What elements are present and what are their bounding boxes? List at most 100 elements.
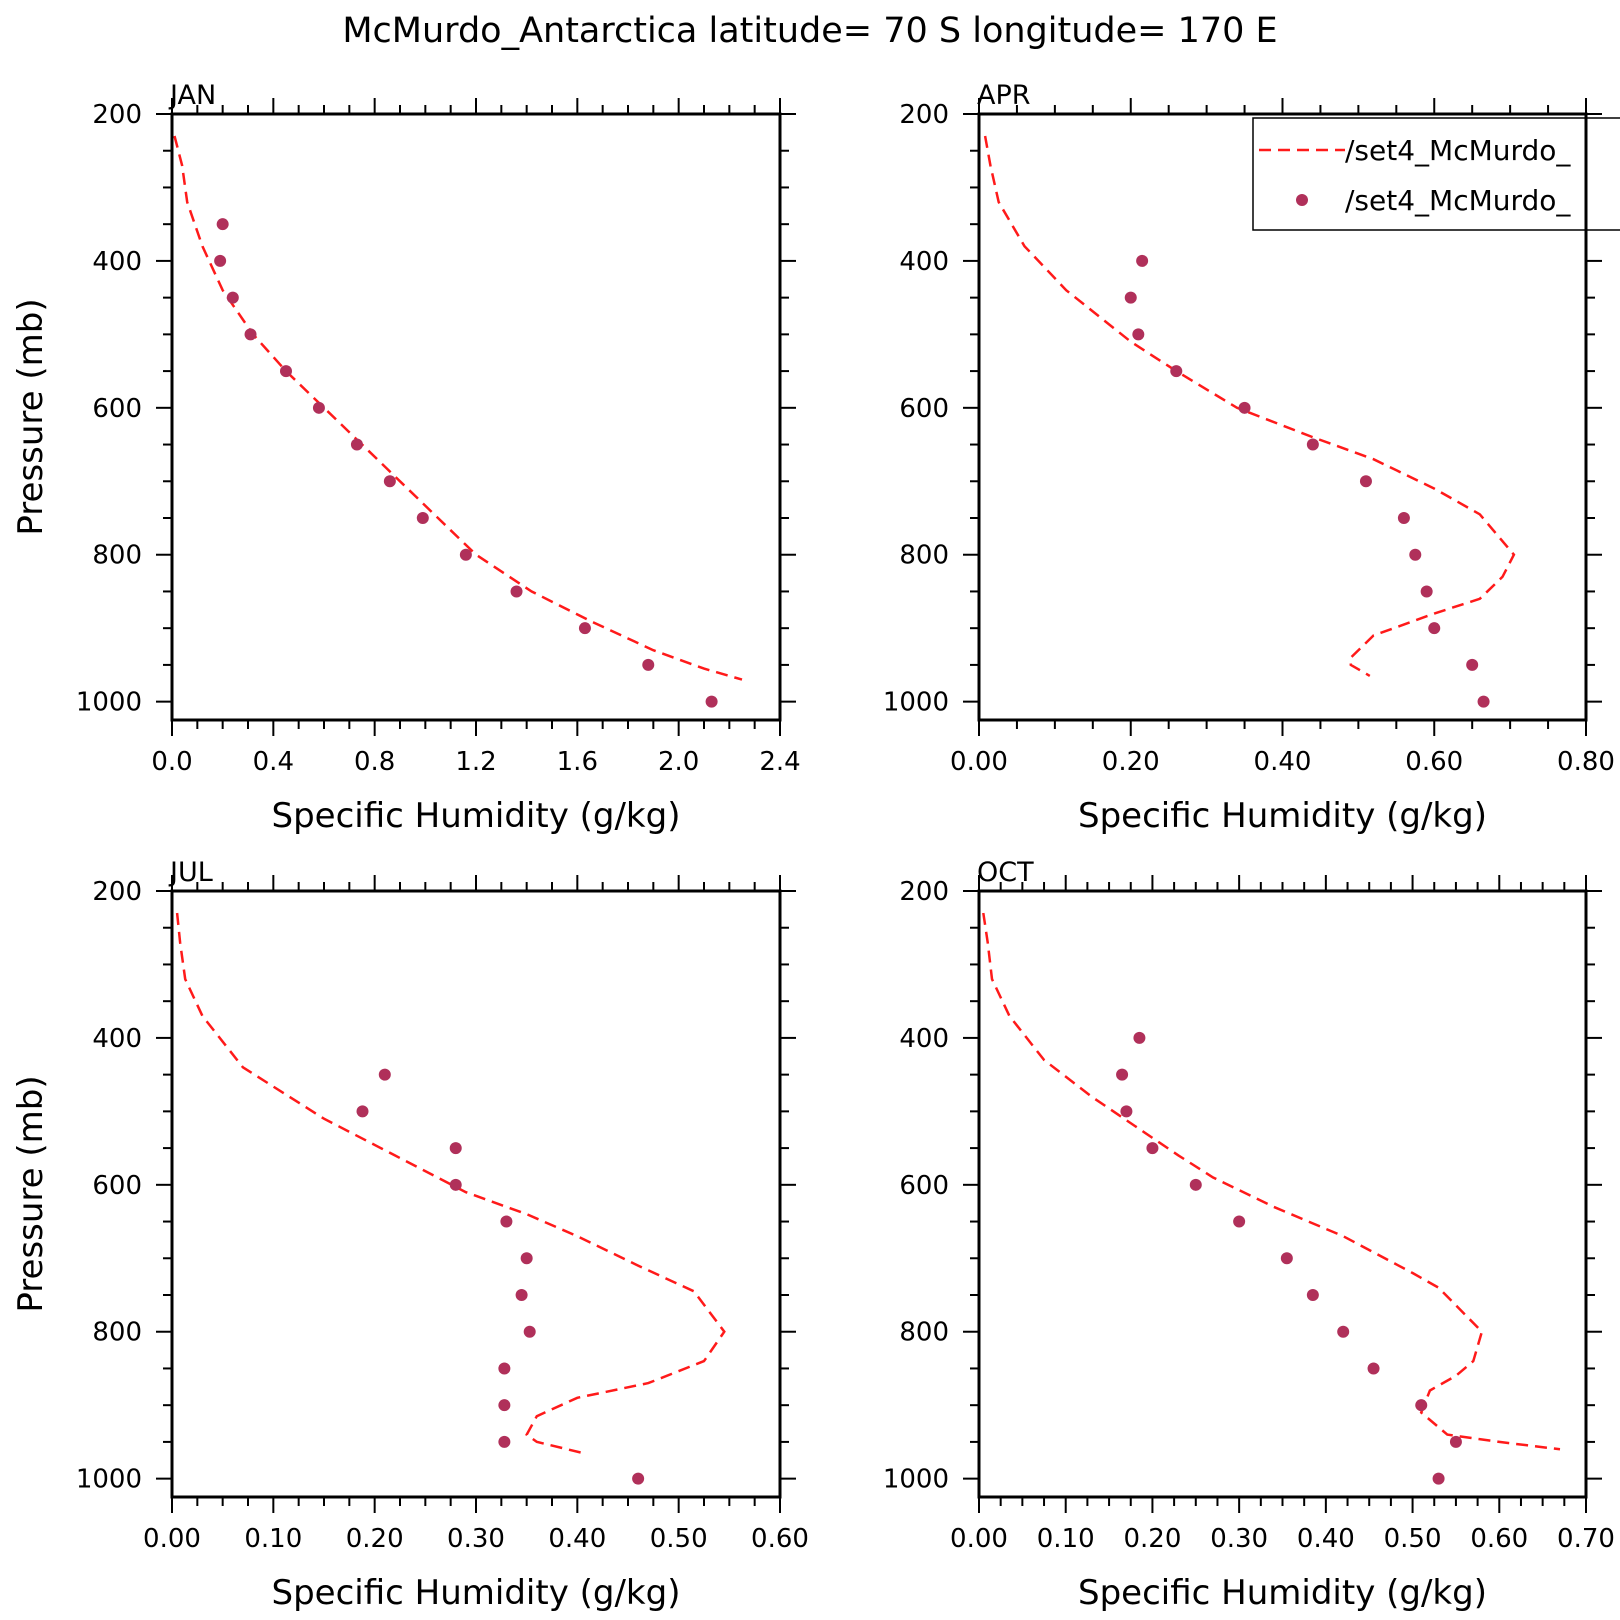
x-tick-label: 0.30	[1210, 1524, 1268, 1554]
x-tick-label: 0.10	[244, 1524, 302, 1554]
y-tick-label: 800	[92, 1318, 142, 1348]
panel-oct: OCT 0.00 0.10 0.20 0.30 0.40 0.50 0.60 0.70 200 40…	[883, 857, 1615, 1613]
plot-frame	[977, 889, 1588, 1499]
observation-point	[1132, 328, 1145, 341]
observation-point	[1337, 1325, 1350, 1338]
observation-point	[1120, 1105, 1133, 1118]
observation-point	[1133, 1031, 1146, 1044]
observation-point	[498, 1362, 511, 1375]
model-profile-line	[173, 135, 743, 681]
y-tick-label: 200	[899, 877, 949, 907]
y-tick-label: 600	[899, 1171, 949, 1201]
observation-point	[1280, 1252, 1293, 1265]
x-tick-label: 0.00	[143, 1524, 201, 1554]
x-tick-label: 0.0	[151, 747, 192, 777]
x-tick-label: 0.60	[1405, 747, 1463, 777]
observation-point	[449, 1142, 462, 1155]
figure-title: McMurdo_Antarctica latitude= 70 S longit…	[342, 11, 1277, 51]
legend-entry-dots: /set4_McMurdo_	[1345, 184, 1571, 217]
x-tick-label: 0.50	[650, 1524, 708, 1554]
y-tick-label: 1000	[883, 688, 949, 718]
y-axis-label: Pressure (mb)	[11, 1075, 51, 1312]
x-tick-label: 0.10	[1037, 1524, 1095, 1554]
legend-entry-line: /set4_McMurdo_	[1345, 134, 1571, 167]
observation-point	[378, 1068, 391, 1081]
observation-point	[1136, 254, 1149, 267]
y-tick-label: 800	[899, 1318, 949, 1348]
y-tick-label: 1000	[883, 1465, 949, 1495]
observation-point	[1170, 365, 1183, 378]
x-tick-label: 0.80	[1557, 747, 1615, 777]
observation-point	[1359, 475, 1372, 488]
observation-point	[244, 328, 257, 341]
panel-label: OCT	[977, 857, 1034, 888]
x-tick-label: 0.40	[548, 1524, 606, 1554]
model-profile-line	[982, 912, 1561, 1451]
observation-point	[1306, 438, 1319, 451]
observation-point	[1233, 1215, 1246, 1228]
observation-point	[1420, 585, 1433, 598]
x-tick-label: 2.4	[759, 747, 800, 777]
y-tick-label: 400	[92, 247, 142, 277]
x-tick-label: 0.00	[950, 1524, 1008, 1554]
observation-point	[1238, 401, 1251, 414]
observation-point	[216, 218, 229, 231]
x-tick-label: 0.00	[950, 747, 1008, 777]
plot-frame	[170, 112, 782, 722]
x-tick-label: 0.20	[1123, 1524, 1181, 1554]
y-tick-label: 800	[92, 541, 142, 571]
observation-point	[1432, 1472, 1445, 1485]
observation-point	[356, 1105, 369, 1118]
panel-apr: APR 0.00 0.20 0.40 0.60 0.80 200 400 600 800 1000 S…	[883, 80, 1615, 836]
observation-point	[642, 658, 655, 671]
observation-point	[350, 438, 363, 451]
x-tick-label: 1.2	[455, 747, 496, 777]
y-tick-label: 200	[92, 877, 142, 907]
observation-point	[1124, 291, 1137, 304]
observation-point	[705, 695, 718, 708]
y-tick-label: 200	[899, 100, 949, 130]
y-tick-label: 800	[899, 541, 949, 571]
observation-point	[515, 1289, 528, 1301]
y-tick-label: 400	[899, 247, 949, 277]
y-tick-label: 600	[92, 394, 142, 424]
y-axis-label: Pressure (mb)	[11, 298, 51, 535]
observation-point	[1449, 1435, 1462, 1448]
observation-point	[1428, 622, 1441, 635]
legend-box	[1252, 117, 1620, 231]
x-tick-label: 0.20	[1102, 747, 1160, 777]
y-tick-label: 1000	[76, 688, 142, 718]
y-tick-label: 600	[899, 394, 949, 424]
observation-point	[578, 622, 591, 635]
y-tick-label: 400	[899, 1024, 949, 1054]
observation-point	[312, 401, 325, 414]
observation-point	[523, 1325, 536, 1338]
observation-point	[500, 1215, 513, 1228]
observation-point	[280, 365, 292, 378]
observation-point	[510, 585, 523, 598]
observation-point	[1415, 1399, 1428, 1412]
observation-point	[1116, 1068, 1129, 1081]
x-tick-label: 2.0	[658, 747, 699, 777]
panel-jan: JAN 0.0 0.4 0.8 1.2 1.6 2.0 2.4 200 400 600 800 1000…	[11, 80, 801, 836]
observation-point	[1146, 1142, 1159, 1155]
x-tick-label: 1.6	[557, 747, 598, 777]
y-tick-label: 600	[92, 1171, 142, 1201]
panel-jul: JUL 0.00 0.10 0.20 0.30 0.40 0.50 0.60 200 400 600…	[11, 857, 809, 1613]
x-axis-label: Specific Humidity (g/kg)	[272, 1573, 681, 1613]
panel-label: JUL	[168, 857, 213, 888]
x-tick-label: 0.60	[751, 1524, 809, 1554]
observation-point	[1409, 548, 1422, 561]
panel-label: JAN	[168, 80, 216, 111]
x-axis-label: Specific Humidity (g/kg)	[1078, 1573, 1487, 1613]
plot-frame	[170, 889, 782, 1499]
x-axis-label: Specific Humidity (g/kg)	[1078, 796, 1487, 836]
observation-point	[214, 254, 227, 267]
observation-point	[1306, 1289, 1319, 1301]
y-tick-label: 400	[92, 1024, 142, 1054]
x-tick-label: 0.30	[447, 1524, 505, 1554]
observation-point	[1397, 512, 1410, 524]
observation-point	[1367, 1362, 1380, 1375]
x-tick-label: 0.20	[346, 1524, 404, 1554]
